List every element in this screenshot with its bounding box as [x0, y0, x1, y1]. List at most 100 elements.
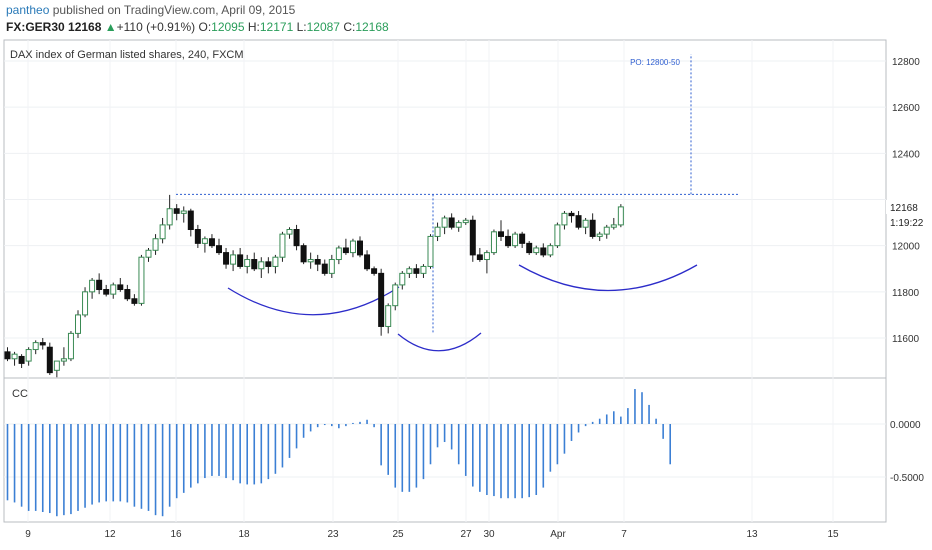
candle-body	[124, 289, 131, 300]
open-value: 12095	[211, 20, 245, 34]
candle-body	[427, 235, 434, 267]
x-tick-label: 27	[460, 529, 472, 540]
candle-body	[272, 256, 279, 267]
close-label: C:	[343, 20, 356, 34]
y-tick-label: 12400	[892, 149, 920, 160]
candle-body	[194, 229, 201, 244]
candle-body	[251, 259, 258, 270]
x-tick-label: 9	[25, 529, 31, 540]
candle-body	[60, 358, 67, 362]
candle-body	[300, 245, 307, 263]
candle-body	[67, 332, 74, 360]
candle-body	[342, 247, 349, 254]
low-value: 12087	[306, 20, 340, 34]
candle-body	[568, 212, 575, 217]
candle-body	[498, 231, 504, 237]
candle-body	[378, 272, 385, 327]
candle-body	[554, 224, 561, 247]
candle-body	[208, 238, 215, 247]
candle-body	[519, 233, 526, 244]
candle-body	[159, 224, 166, 240]
candle-body	[25, 349, 32, 362]
candle-body	[110, 284, 117, 295]
price-pane[interactable]	[3, 39, 887, 379]
candle-body	[138, 256, 145, 304]
candle-body	[230, 254, 237, 265]
candle-body	[490, 231, 497, 254]
candle-body	[11, 353, 18, 360]
candle-body	[462, 219, 469, 224]
candle-body	[46, 346, 53, 374]
candle-body	[32, 342, 39, 351]
candle-body	[349, 240, 356, 254]
candle-body	[237, 254, 244, 267]
up-arrow-icon: ▲	[104, 20, 117, 34]
candle-body	[526, 242, 533, 254]
candle-body	[187, 210, 194, 231]
candle-body	[321, 263, 328, 274]
candle-body	[406, 268, 413, 274]
candle-body	[53, 360, 60, 371]
x-tick-label: 13	[746, 529, 758, 540]
candle-body	[145, 249, 152, 258]
author-link[interactable]: pantheo	[6, 3, 50, 17]
candle-body	[180, 210, 187, 214]
last-price: 12168	[68, 20, 102, 34]
candle-body	[455, 222, 462, 228]
candle-body	[244, 259, 251, 267]
candle-body	[265, 261, 272, 267]
candle-body	[75, 314, 81, 334]
candle-body	[96, 279, 103, 291]
candle-body	[420, 265, 427, 274]
candle-body	[328, 259, 335, 274]
candle-body	[441, 217, 448, 228]
candle-body	[223, 252, 230, 265]
candle-body	[364, 254, 371, 270]
candle-body	[399, 272, 406, 286]
candle-body	[589, 219, 596, 237]
y-tick-label: 12000	[892, 242, 920, 253]
main-chart-title: DAX index of German listed shares, 240, …	[10, 49, 244, 61]
candle-body	[610, 224, 617, 228]
candle-body	[483, 252, 490, 261]
candle-body	[357, 240, 363, 256]
y-tick-label: 12800	[892, 57, 920, 68]
candle-body	[201, 238, 208, 244]
x-tick-label: 23	[327, 529, 339, 540]
y-tick-label: -0.5000	[890, 473, 924, 484]
candle-body	[533, 247, 540, 254]
candle-body	[603, 226, 610, 235]
candle-body	[117, 284, 124, 291]
candle-body	[561, 212, 568, 226]
y-tick-label: 11800	[892, 288, 920, 299]
candle-body	[173, 208, 180, 214]
y-tick-label: 12600	[892, 103, 920, 114]
candle-body	[547, 245, 554, 256]
candle-body	[258, 261, 265, 270]
candle-body	[617, 206, 624, 226]
close-value: 12168	[355, 20, 389, 34]
candle-body	[82, 291, 89, 316]
candle-body	[279, 233, 286, 258]
change-value: +110 (+0.91%)	[116, 20, 196, 34]
x-tick-label: 7	[621, 529, 627, 540]
right-shoulder-curve	[518, 264, 698, 292]
candle-body	[512, 233, 519, 247]
candle-body	[216, 245, 222, 254]
low-label: L:	[296, 20, 307, 34]
countdown-tag: 1:19:22	[890, 218, 924, 229]
candle-body	[392, 284, 399, 307]
candle-body	[103, 289, 110, 295]
indicator-pane[interactable]	[3, 377, 887, 523]
candle-body	[39, 342, 46, 346]
y-tick-label: 11600	[892, 334, 920, 345]
candle-body	[434, 226, 441, 237]
price-tag-bg	[886, 200, 932, 214]
x-tick-label: 30	[483, 529, 495, 540]
candle-body	[582, 219, 589, 228]
symbol-label[interactable]: FX:GER30	[6, 20, 65, 34]
candle-body	[314, 259, 321, 265]
candle-body	[540, 247, 547, 256]
candle-body	[307, 259, 314, 263]
